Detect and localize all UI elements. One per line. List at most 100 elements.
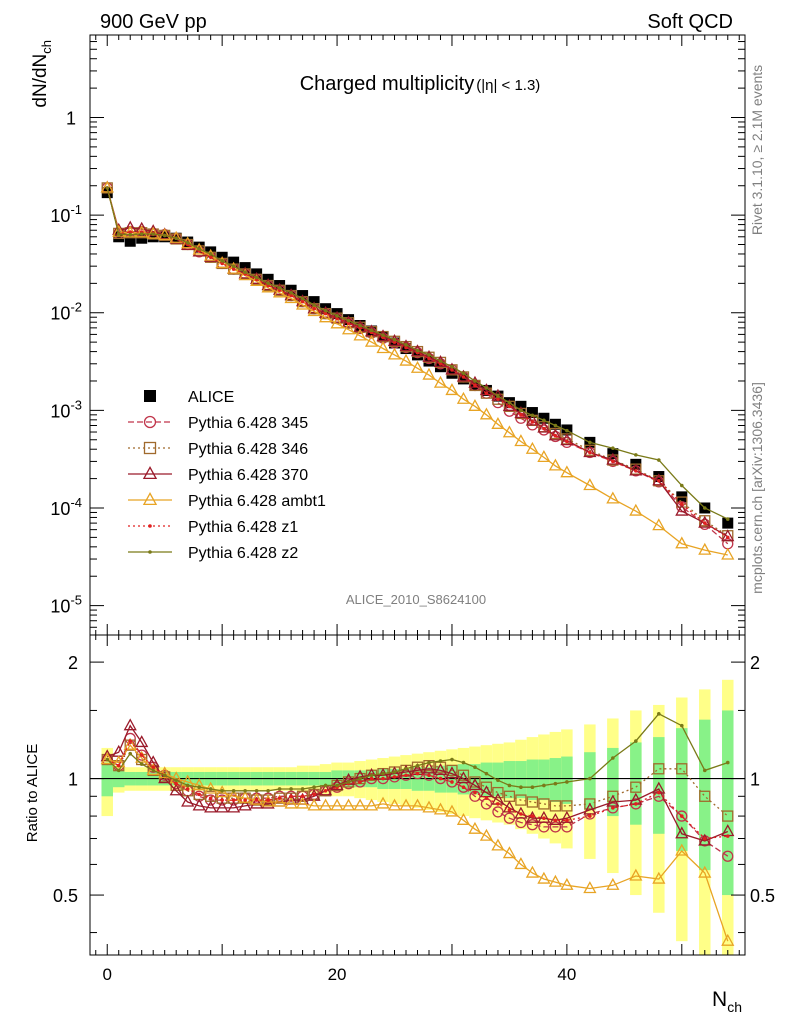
data-point: [399, 798, 413, 811]
data-point: [181, 794, 195, 807]
data-point: [445, 804, 459, 817]
data-point: [335, 316, 339, 321]
data-point: [323, 783, 328, 788]
data-point: [679, 502, 684, 506]
data-point: [468, 821, 482, 834]
stat-uncertainty-band: [630, 742, 642, 825]
legend-entry: Pythia 6.428 z2: [128, 545, 298, 562]
data-point: [675, 843, 689, 856]
data-point: [434, 772, 447, 785]
series-line: [106, 739, 728, 840]
data-point: [254, 275, 259, 280]
data-point: [721, 547, 735, 560]
data-point: [142, 466, 158, 480]
data-point: [433, 763, 448, 776]
data-point: [277, 787, 282, 791]
data-point: [412, 349, 423, 361]
data-point: [675, 503, 689, 516]
data-point: [381, 333, 385, 337]
data-point: [473, 765, 477, 770]
stat-uncertainty-band: [515, 761, 527, 799]
data-point: [542, 816, 546, 820]
data-point: [652, 473, 666, 486]
data-point: [369, 773, 374, 778]
data-point: [445, 766, 459, 779]
data-point: [702, 768, 707, 773]
data-point: [376, 341, 390, 354]
data-point: [330, 316, 344, 329]
data-point: [250, 273, 264, 286]
data-point: [105, 757, 110, 762]
data-point: [503, 812, 516, 824]
data-point: [657, 790, 661, 795]
data-point: [548, 874, 562, 887]
ratio-y-tick-label-right: 0.5: [750, 886, 775, 906]
legend-label: Pythia 6.428 346: [188, 441, 308, 458]
ratio-y-tick-label: 0.5: [53, 886, 78, 906]
data-point: [135, 735, 149, 748]
data-point: [116, 768, 121, 773]
data-point: [698, 542, 712, 555]
data-point: [392, 775, 397, 779]
data-point: [542, 418, 546, 423]
data-point: [519, 408, 523, 413]
tick-base: 10: [50, 401, 70, 421]
data-point: [100, 752, 114, 765]
ratio-y-tick-label: 2: [68, 653, 78, 673]
panel-frames: [89, 34, 746, 956]
data-point: [318, 798, 333, 811]
x-tick-label: 40: [557, 965, 576, 984]
data-point: [530, 413, 535, 418]
data-point: [427, 356, 431, 361]
data-point: [273, 792, 286, 804]
data-point: [174, 236, 178, 241]
data-point: [553, 818, 558, 823]
stat-uncertainty-band: [480, 762, 493, 797]
data-point: [208, 255, 213, 260]
data-point: [530, 420, 535, 424]
data-point: [461, 375, 466, 379]
data-point: [461, 785, 466, 790]
data-point: [583, 478, 597, 491]
data-point: [422, 761, 436, 774]
data-point: [438, 361, 443, 366]
data-point: [215, 800, 229, 813]
data-point: [630, 781, 642, 793]
data-point: [296, 790, 309, 802]
data-point: [565, 428, 569, 433]
data-point: [197, 785, 201, 790]
data-point: [657, 458, 661, 462]
data-point: [415, 348, 420, 353]
data-point: [295, 796, 310, 809]
data-point: [607, 790, 619, 802]
top-ylabel-sub: ch: [39, 40, 54, 54]
series-pythia-6-428-z2: [105, 186, 730, 521]
data-point: [461, 760, 466, 765]
data-point: [192, 798, 206, 811]
data-point: [657, 712, 661, 716]
data-point: [553, 433, 558, 438]
data-point: [725, 834, 730, 838]
data-point: [519, 812, 523, 816]
x-tick-label: 0: [103, 965, 112, 984]
legend-label: ALICE: [188, 389, 234, 406]
series-pythia-6-428-z1: [105, 739, 730, 841]
data-point: [468, 398, 482, 411]
data-point: [514, 406, 528, 419]
data-point: [496, 778, 500, 783]
mcplots-label: mcplots.cern.ch [arXiv:1306.3436]: [749, 382, 765, 594]
plot-title-main: Charged multiplicity: [300, 73, 475, 95]
data-point: [289, 291, 293, 295]
data-point: [135, 225, 149, 238]
data-point: [335, 314, 339, 318]
stat-uncertainty-band: [503, 761, 516, 799]
data-point: [139, 762, 144, 766]
tick-exponent: -2: [70, 300, 82, 315]
data-point: [151, 765, 156, 770]
data-point: [381, 776, 385, 781]
data-point: [507, 404, 512, 409]
data-point: [231, 798, 236, 802]
data-point: [456, 391, 471, 404]
data-point: [484, 796, 489, 800]
